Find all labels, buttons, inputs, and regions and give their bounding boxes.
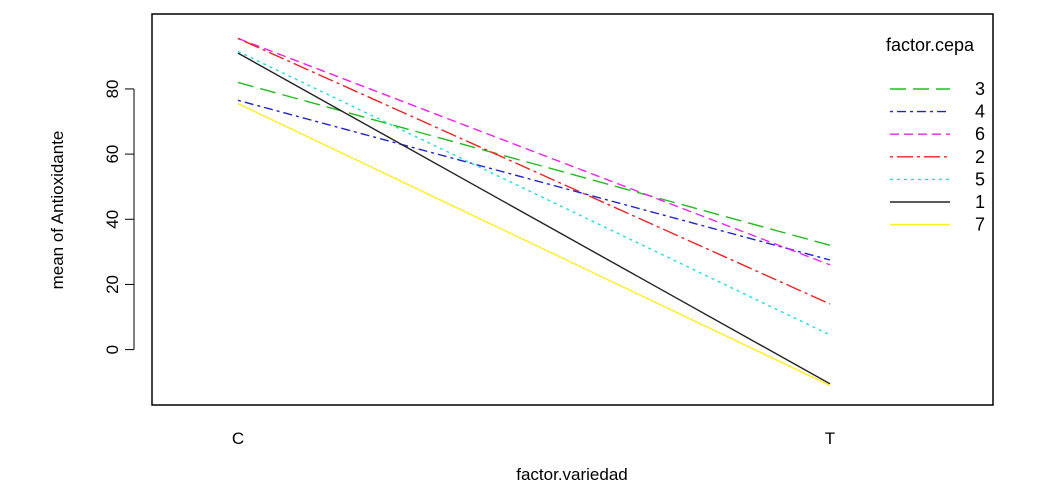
legend: factor.cepa 3 46 25 1 7 bbox=[886, 35, 985, 235]
y-axis: 0 20 40 60 80 bbox=[103, 79, 135, 354]
y-tick-label: 20 bbox=[103, 275, 122, 294]
legend-label-7: 7 bbox=[975, 215, 985, 235]
series-line-3 bbox=[237, 81, 831, 247]
x-axis-title: factor.variedad bbox=[516, 465, 628, 484]
series-line-7 bbox=[237, 102, 831, 387]
plot-frame bbox=[151, 13, 994, 406]
legend-label-3: 3 bbox=[975, 79, 985, 99]
legend-label-4: 4 bbox=[975, 102, 985, 122]
x-tick-label: C bbox=[232, 429, 244, 448]
legend-title: factor.cepa bbox=[886, 35, 975, 55]
series-line-6 bbox=[237, 37, 831, 266]
y-tick-label: 0 bbox=[103, 345, 122, 354]
legend-label-2: 2 bbox=[975, 147, 985, 167]
y-tick-label: 80 bbox=[103, 79, 122, 98]
x-tick-label: T bbox=[825, 429, 835, 448]
series-line-1 bbox=[237, 52, 831, 385]
legend-label-1: 1 bbox=[975, 192, 985, 212]
legend-label-5: 5 bbox=[975, 169, 985, 189]
y-axis-title: mean of Antioxidante bbox=[48, 131, 67, 290]
y-tick-label: 40 bbox=[103, 210, 122, 229]
series-lines bbox=[237, 37, 831, 387]
legend-label-6: 6 bbox=[975, 124, 985, 144]
series-line-5 bbox=[237, 50, 831, 336]
series-line-2 bbox=[237, 37, 831, 305]
series-line-4 bbox=[237, 99, 831, 261]
y-tick-label: 60 bbox=[103, 145, 122, 164]
